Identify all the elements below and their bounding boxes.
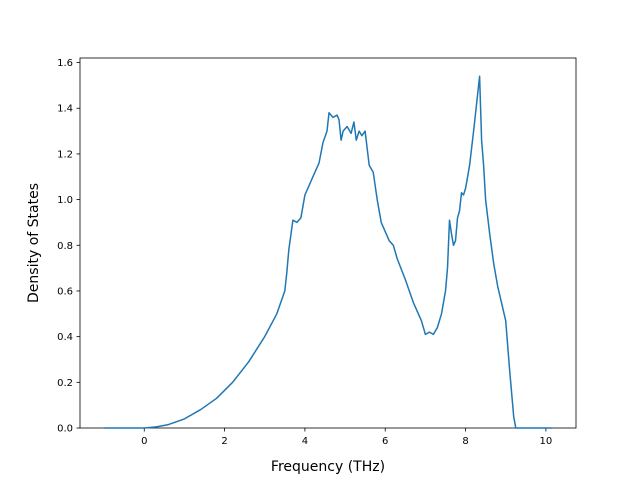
plot-frame (79, 57, 577, 429)
x-tick-label: 0 (141, 436, 147, 447)
y-tick-label: 0.8 (57, 241, 73, 252)
dos-series-line (104, 75, 552, 429)
x-tick-label: 2 (221, 436, 227, 447)
y-tick-label: 0.4 (57, 332, 73, 343)
y-tick-label: 0.2 (57, 378, 73, 389)
x-axis-title: Frequency (THz) (271, 459, 385, 475)
x-axis-ticks: 0 2 4 6 8 10 (141, 428, 552, 447)
x-tick-label: 4 (302, 436, 308, 447)
x-tick-label: 10 (540, 436, 553, 447)
x-tick-label: 8 (462, 436, 468, 447)
y-tick-label: 1.4 (57, 104, 73, 115)
series-group (104, 75, 552, 429)
y-tick-label: 0.6 (57, 286, 73, 297)
y-tick-label: 1.2 (57, 149, 73, 160)
y-tick-label: 1.6 (57, 58, 73, 69)
y-tick-label: 0.0 (57, 424, 73, 435)
y-axis-title: Density of States (26, 183, 42, 303)
x-tick-label: 6 (382, 436, 388, 447)
y-tick-label: 1.0 (57, 195, 73, 206)
y-axis-ticks: 0.0 0.2 0.4 0.6 0.8 1.0 1.2 1.4 1.6 (57, 58, 80, 435)
